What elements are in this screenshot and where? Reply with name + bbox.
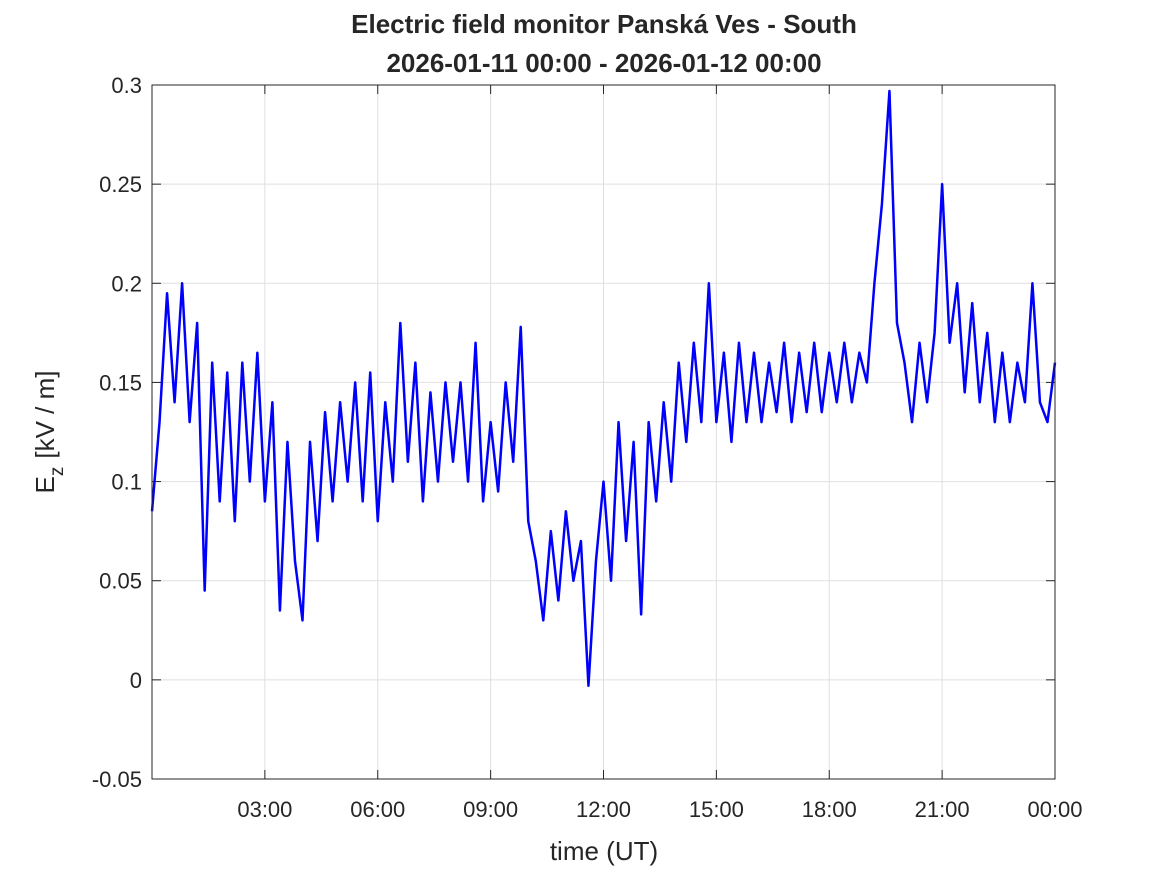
y-tick-label: 0 [130,668,142,693]
data-line [150,89,1057,688]
y-tick-label: 0.1 [111,470,142,495]
x-tick-label: 12:00 [576,797,631,822]
x-tick-label: 15:00 [689,797,744,822]
plot-frame [151,84,1056,780]
y-tick-label: 0.15 [99,370,142,395]
x-tick-label: 21:00 [915,797,970,822]
x-axis-label: time (UT) [550,836,658,866]
y-tick-label: 0.3 [111,73,142,98]
y-tick-label: -0.05 [92,767,142,792]
y-tick-label: 0.25 [99,172,142,197]
y-label-sub: z [47,467,68,477]
y-tick-label: 0.2 [111,271,142,296]
x-tick-label: 00:00 [1027,797,1082,822]
y-label-unit: [kV / m] [30,371,60,459]
chart-title: Electric field monitor Panská Ves - Sout… [351,9,857,39]
y-label-main: E [30,476,60,493]
x-tick-label: 18:00 [802,797,857,822]
y-tick-label: 0.05 [99,569,142,594]
y-axis-label: Ez [kV / m] [30,371,68,494]
chart-subtitle: 2026-01-11 00:00 - 2026-01-12 00:00 [386,48,821,78]
x-tick-label: 03:00 [237,797,292,822]
x-tick-label: 06:00 [350,797,405,822]
x-tick-label: 09:00 [463,797,518,822]
